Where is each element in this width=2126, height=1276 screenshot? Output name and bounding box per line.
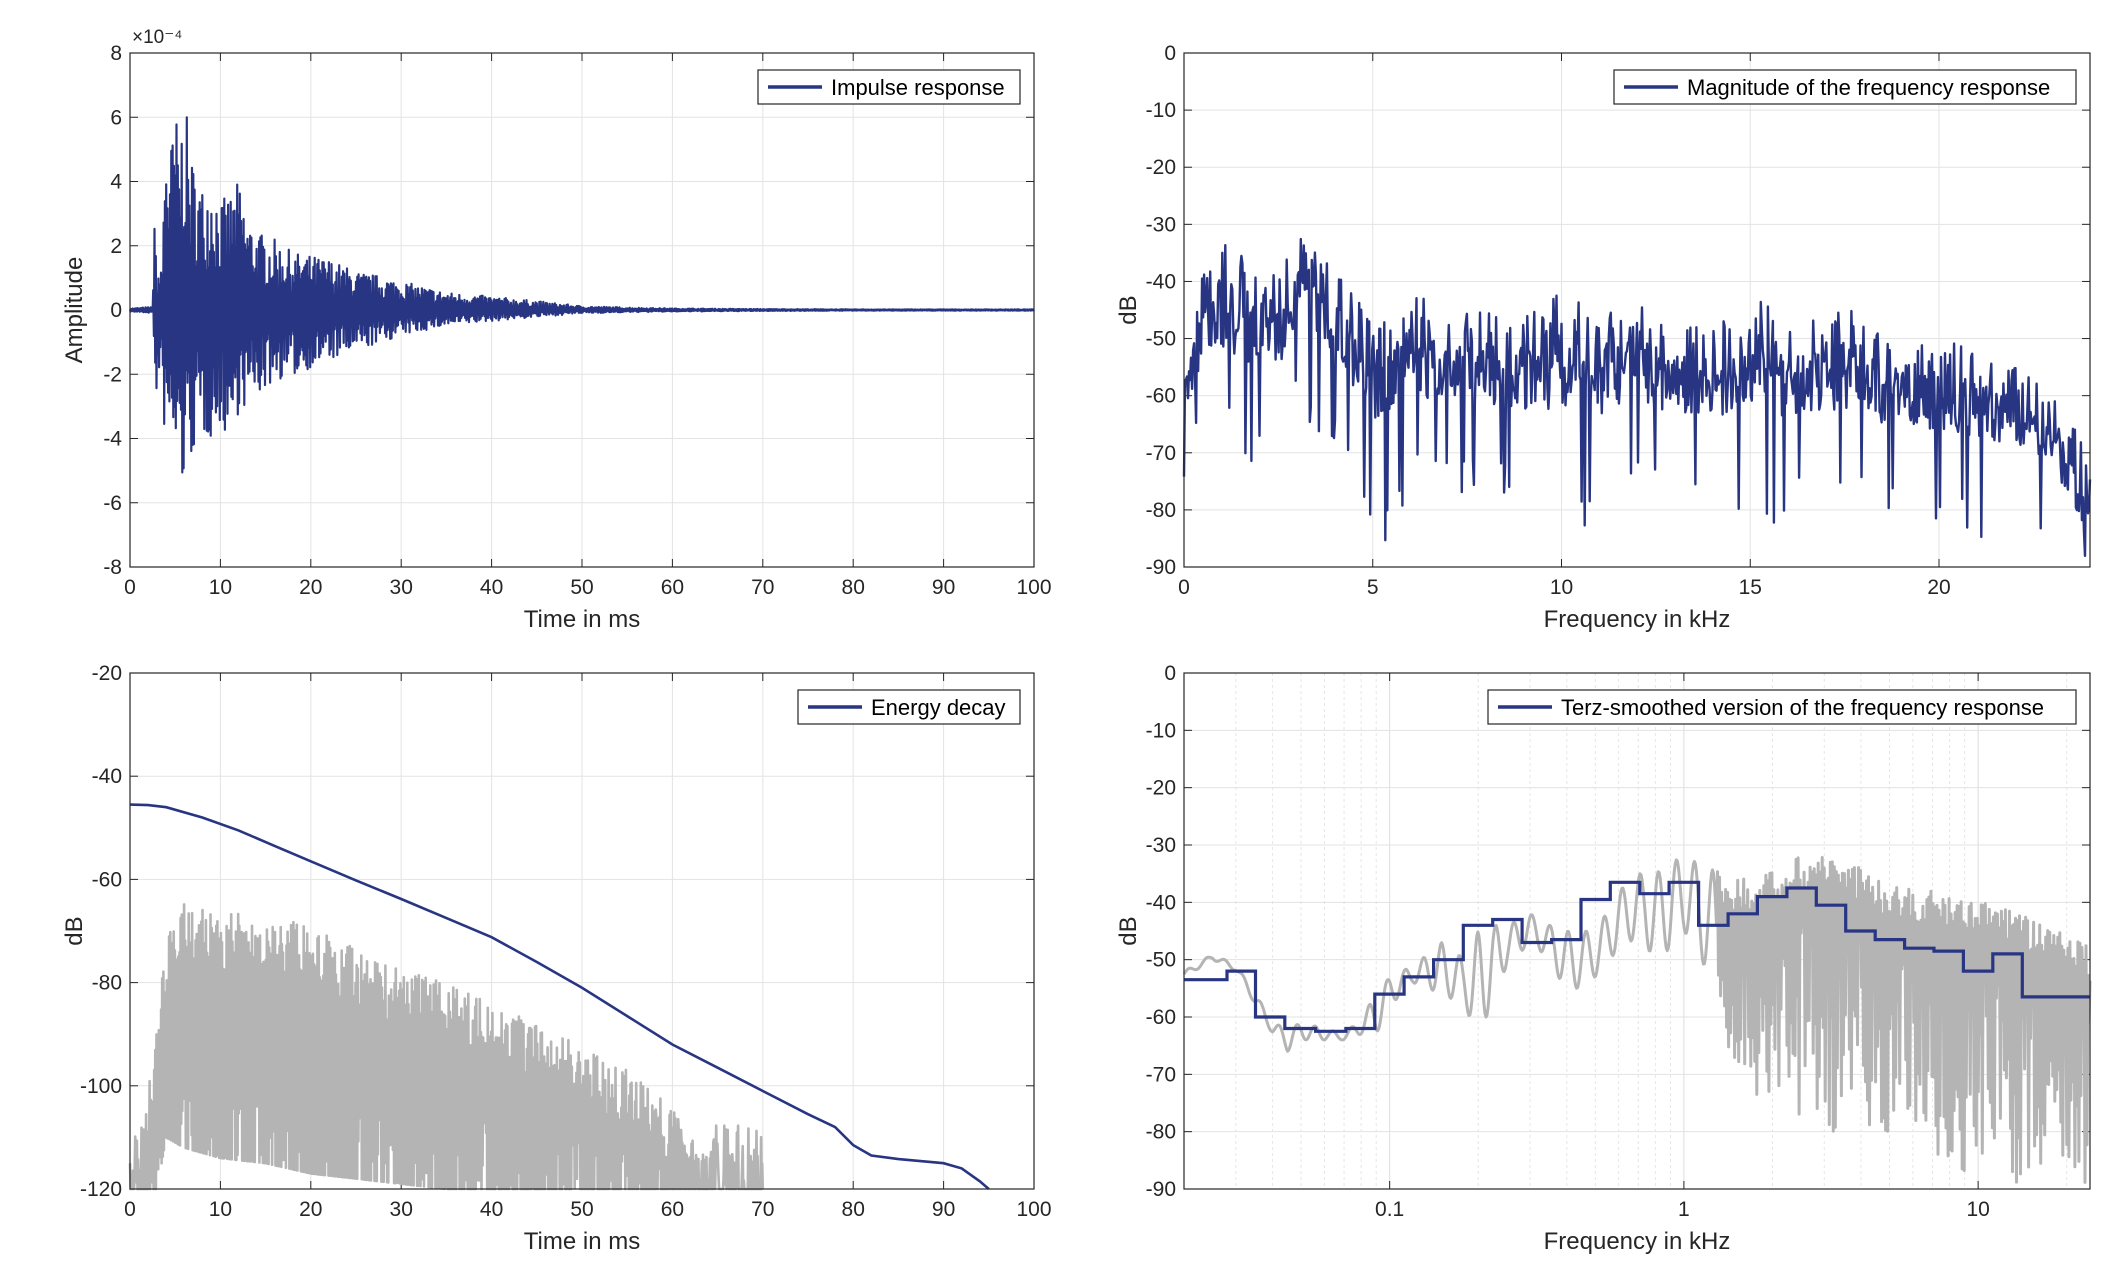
y-tick-label: 0: [110, 299, 122, 322]
x-tick-label: 0.1: [1375, 1198, 1404, 1221]
legend-box: [1613, 69, 2077, 105]
x-tick-label: 5: [1367, 576, 1379, 599]
y-tick-label: -60: [1146, 1006, 1176, 1029]
y-tick-label: -120: [80, 1178, 122, 1201]
y-tick-label: -50: [1146, 328, 1176, 351]
legend-box: [1487, 689, 2077, 725]
y-tick-label: 6: [110, 106, 122, 129]
y-tick-label: -60: [92, 868, 122, 891]
x-tick-label: 10: [209, 1198, 232, 1221]
impulse-response-panel: 0 10 20 30 40 50 60 70 80 90 100 -8 -6 -4 -2 0 2 4 6 8 Time …: [61, 27, 1052, 633]
x-tick-label: 60: [661, 576, 684, 599]
y-tick-label: -80: [1146, 1121, 1176, 1144]
x-tick-label: 90: [932, 576, 955, 599]
y-tick-label: -20: [1146, 777, 1176, 800]
y-axis-label: Amplitude: [61, 257, 88, 364]
y-tick-label: -10: [1146, 99, 1176, 122]
y-tick-label: -80: [1146, 499, 1176, 522]
x-tick-label: 30: [390, 576, 413, 599]
legend: Energy decay: [797, 689, 1021, 725]
x-tick-label: 50: [570, 576, 593, 599]
x-axis-label: Time in ms: [524, 606, 640, 633]
axes-frame: [129, 672, 1035, 1190]
x-axis-label: Time in ms: [524, 1228, 640, 1255]
y-tick-label: 8: [110, 42, 122, 65]
x-tick-label: 1: [1678, 1198, 1690, 1221]
x-tick-label: 100: [1016, 576, 1051, 599]
legend: Magnitude of the frequency response: [1613, 69, 2077, 105]
y-tick-label: 0: [1164, 42, 1176, 65]
legend-label: Terz-smoothed version of the frequency r…: [1561, 695, 2044, 720]
y-tick-label: -20: [92, 662, 122, 685]
x-tick-label: 0: [1178, 576, 1190, 599]
x-tick-label: 20: [1927, 576, 1950, 599]
y-tick-label: -30: [1146, 213, 1176, 236]
y-tick-label: -40: [1146, 891, 1176, 914]
legend-label: Magnitude of the frequency response: [1687, 75, 2050, 100]
x-tick-label: 30: [390, 1198, 413, 1221]
magnitude-response-line: [1182, 237, 2092, 557]
x-tick-label: 40: [480, 576, 503, 599]
y-axis-label: dB: [1115, 916, 1142, 945]
axes-frame: [1183, 52, 2091, 568]
x-tick-label: 10: [209, 576, 232, 599]
y-tick-label: -90: [1146, 1178, 1176, 1201]
x-tick-label: 100: [1016, 1198, 1051, 1221]
y-tick-label: -30: [1146, 834, 1176, 857]
y-tick-label: -10: [1146, 719, 1176, 742]
x-tick-label: 15: [1739, 576, 1762, 599]
y-tick-label: 2: [110, 235, 122, 258]
y-tick-label: -60: [1146, 385, 1176, 408]
y-axis-label: dB: [61, 916, 88, 945]
y-tick-label: -6: [103, 492, 122, 515]
axes-frame: [129, 52, 1035, 568]
y-tick-label: -40: [92, 765, 122, 788]
x-tick-label: 70: [751, 1198, 774, 1221]
x-tick-label: 50: [570, 1198, 593, 1221]
x-tick-label: 90: [932, 1198, 955, 1221]
x-tick-label: 10: [1966, 1198, 1989, 1221]
y-tick-label: -70: [1146, 1063, 1176, 1086]
legend: Terz-smoothed version of the frequency r…: [1487, 689, 2077, 725]
legend-label: Impulse response: [831, 75, 1005, 100]
x-tick-label: 10: [1550, 576, 1573, 599]
x-tick-label: 0: [124, 1198, 136, 1221]
axes-frame: [1183, 672, 2091, 1190]
y-tick-label: -80: [92, 972, 122, 995]
y-tick-label: -40: [1146, 270, 1176, 293]
legend-label: Energy decay: [871, 695, 1006, 720]
x-tick-label: 60: [661, 1198, 684, 1221]
x-tick-label: 80: [842, 1198, 865, 1221]
y-tick-label: -50: [1146, 949, 1176, 972]
x-tick-label: 0: [124, 576, 136, 599]
y-tick-label: -20: [1146, 156, 1176, 179]
energy-decay-panel: 0 10 20 30 40 50 60 70 80 90 100 -120 -100 -80 -60 -40 -…: [61, 662, 1052, 1255]
y-tick-label: -4: [103, 428, 122, 451]
y-tick-label: -70: [1146, 442, 1176, 465]
energy-reference-line: [128, 903, 765, 1191]
y-tick-label: -2: [103, 363, 122, 386]
x-axis-label: Frequency in kHz: [1544, 606, 1731, 633]
y-axis-label: dB: [1115, 295, 1142, 324]
y-tick-label: -90: [1146, 556, 1176, 579]
terz-smoothed-panel: 0.1 1 10 0 -10 -20 -30 -40 -50 -60 -70 -80 -90 Freque…: [1115, 662, 2092, 1255]
x-tick-label: 70: [751, 576, 774, 599]
legend: Impulse response: [757, 69, 1021, 105]
x-axis-label: Frequency in kHz: [1544, 1228, 1731, 1255]
y-tick-label: -8: [103, 556, 122, 579]
frequency-magnitude-panel: 0 5 10 15 20 0 -10 -20 -30 -40 -50 -60 -70 -80 -90 Freq…: [1115, 42, 2092, 633]
x-tick-label: 20: [299, 1198, 322, 1221]
y-tick-label: -100: [80, 1075, 122, 1098]
terz-smoothed-line: [1184, 880, 2090, 1033]
x-tick-label: 80: [842, 576, 865, 599]
y-tick-label: 0: [1164, 662, 1176, 685]
x-tick-label: 40: [480, 1198, 503, 1221]
energy-decay-line: [129, 803, 990, 1190]
y-exponent-label: ×10⁻⁴: [132, 27, 182, 48]
impulse-response-line: [128, 116, 1035, 474]
y-tick-label: 4: [110, 171, 122, 194]
x-tick-label: 20: [299, 576, 322, 599]
